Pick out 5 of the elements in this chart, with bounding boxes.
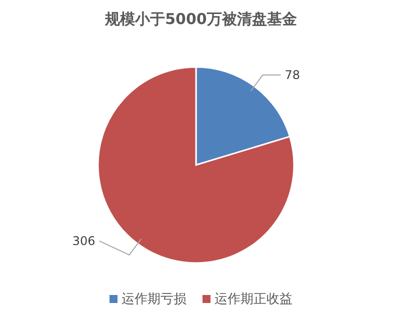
data-label: 306 (72, 234, 96, 248)
data-label: 78 (284, 68, 300, 82)
legend-label: 运作期正收益 (214, 292, 292, 307)
legend-label: 运作期亏损 (122, 292, 186, 307)
chart-title: 规模小于5000万被清盘基金 (104, 10, 297, 28)
